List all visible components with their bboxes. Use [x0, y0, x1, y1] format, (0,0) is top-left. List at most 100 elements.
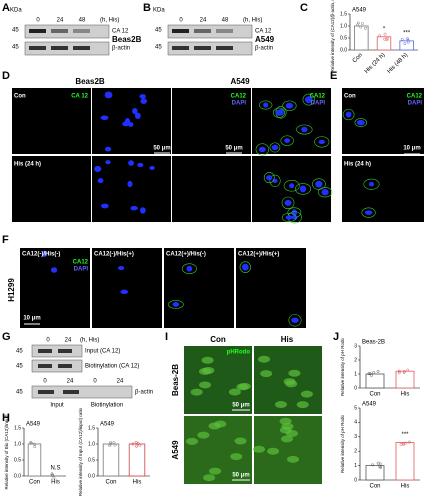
- nucleus: [122, 121, 130, 127]
- marker: 45: [16, 349, 23, 355]
- group-label: Input: [50, 403, 64, 409]
- dot: [135, 444, 139, 448]
- annotation: *: [383, 26, 386, 32]
- cell-outline: [269, 174, 281, 187]
- panel-label: D: [2, 70, 10, 82]
- nucleus: [275, 109, 283, 116]
- band: [38, 390, 54, 394]
- marker: 45: [155, 28, 162, 34]
- y-tick-label: 4: [354, 420, 357, 426]
- dot: [372, 371, 376, 375]
- cell-outline: [239, 261, 252, 273]
- nucleus: [140, 207, 146, 214]
- cell-outline: [259, 100, 273, 110]
- band: [58, 349, 72, 353]
- nucleus: [321, 189, 329, 196]
- nucleus: [50, 267, 58, 273]
- dot: [367, 372, 371, 376]
- panel-label: H: [2, 412, 10, 424]
- micrograph: [164, 248, 234, 328]
- nucleus: [291, 317, 299, 323]
- y-axis-label: Relative intensity of (CA12)/β-actin, ra…: [330, 0, 335, 72]
- y-tick-label: 3: [354, 434, 357, 440]
- dot: [379, 465, 383, 469]
- nucleus: [120, 289, 129, 294]
- band: [73, 46, 90, 50]
- x-tick-label: Con: [105, 480, 116, 486]
- nucleus: [289, 183, 295, 189]
- dot: [113, 443, 117, 447]
- stain: CA12: [407, 94, 423, 100]
- panel-label: B: [143, 2, 151, 14]
- nucleus: [139, 94, 146, 99]
- nucleus: [105, 160, 111, 165]
- x-tick-label: His: [401, 484, 410, 490]
- micrograph: [342, 156, 424, 222]
- lane-label: 0: [46, 338, 50, 344]
- nucleus: [94, 165, 102, 173]
- group-label: Biotinylation: [91, 403, 123, 409]
- nucleus: [134, 112, 141, 119]
- cell-outline: [280, 135, 294, 146]
- x-tick-label: His (24 h): [364, 52, 387, 75]
- panel-label: J: [333, 331, 339, 343]
- dot: [112, 441, 116, 444]
- stain: DAPI: [408, 101, 423, 107]
- condition: CA12(-)/His(+): [94, 252, 134, 258]
- nucleus: [285, 102, 294, 109]
- dot: [385, 36, 389, 40]
- x-tick-label: Con: [369, 392, 380, 398]
- nucleus: [118, 266, 125, 271]
- nucleus: [263, 102, 269, 108]
- y-tick-label: 1.0: [340, 23, 347, 29]
- y-tick-label: 0.5: [340, 35, 347, 41]
- micrograph: [92, 88, 171, 154]
- cell-outline: [317, 187, 333, 198]
- panel-label: F: [2, 234, 9, 246]
- row-label: His (24 h): [14, 162, 41, 168]
- x-tick-label: Con: [369, 484, 380, 490]
- scale: 50 μm: [153, 146, 170, 152]
- cell-outline: [342, 108, 355, 121]
- cell: [286, 429, 299, 437]
- cell: [288, 369, 301, 377]
- cell: [201, 356, 214, 364]
- micrograph: [236, 248, 306, 328]
- y-axis-label: Relative intensity of pH Rodo: [340, 414, 345, 473]
- dot: [383, 32, 387, 36]
- lane-label: 24: [117, 379, 124, 385]
- dot: [406, 40, 410, 44]
- cell: [274, 401, 287, 409]
- nucleus: [304, 96, 313, 104]
- chart-title: A549: [26, 422, 41, 428]
- dot: [131, 442, 135, 446]
- bar: [376, 36, 392, 51]
- y-tick-label: 0.5: [88, 457, 95, 463]
- scale: 10 μm: [403, 146, 420, 152]
- cell: [296, 401, 309, 409]
- band: [58, 364, 72, 368]
- dot: [407, 440, 411, 444]
- panel-label: E: [330, 70, 337, 82]
- cell: [253, 445, 266, 453]
- x-tick-label: His: [401, 392, 410, 398]
- micrograph: [172, 156, 251, 222]
- micrograph: [252, 156, 331, 222]
- bar: [27, 443, 42, 477]
- band: [29, 46, 46, 50]
- lane-label: 24: [65, 338, 72, 344]
- dot: [383, 37, 387, 41]
- nucleus: [128, 160, 134, 166]
- micrograph: [12, 88, 91, 154]
- cell: [185, 437, 198, 445]
- dot: [109, 441, 113, 444]
- nucleus: [241, 263, 249, 271]
- y-tick-label: 0.0: [14, 473, 21, 479]
- cell: [214, 420, 227, 428]
- blot-strip: [31, 359, 83, 373]
- x-tick-label: His: [51, 480, 60, 486]
- band: [194, 29, 211, 33]
- y-tick-label: 1.5: [88, 425, 95, 431]
- blot-strip: [31, 344, 83, 358]
